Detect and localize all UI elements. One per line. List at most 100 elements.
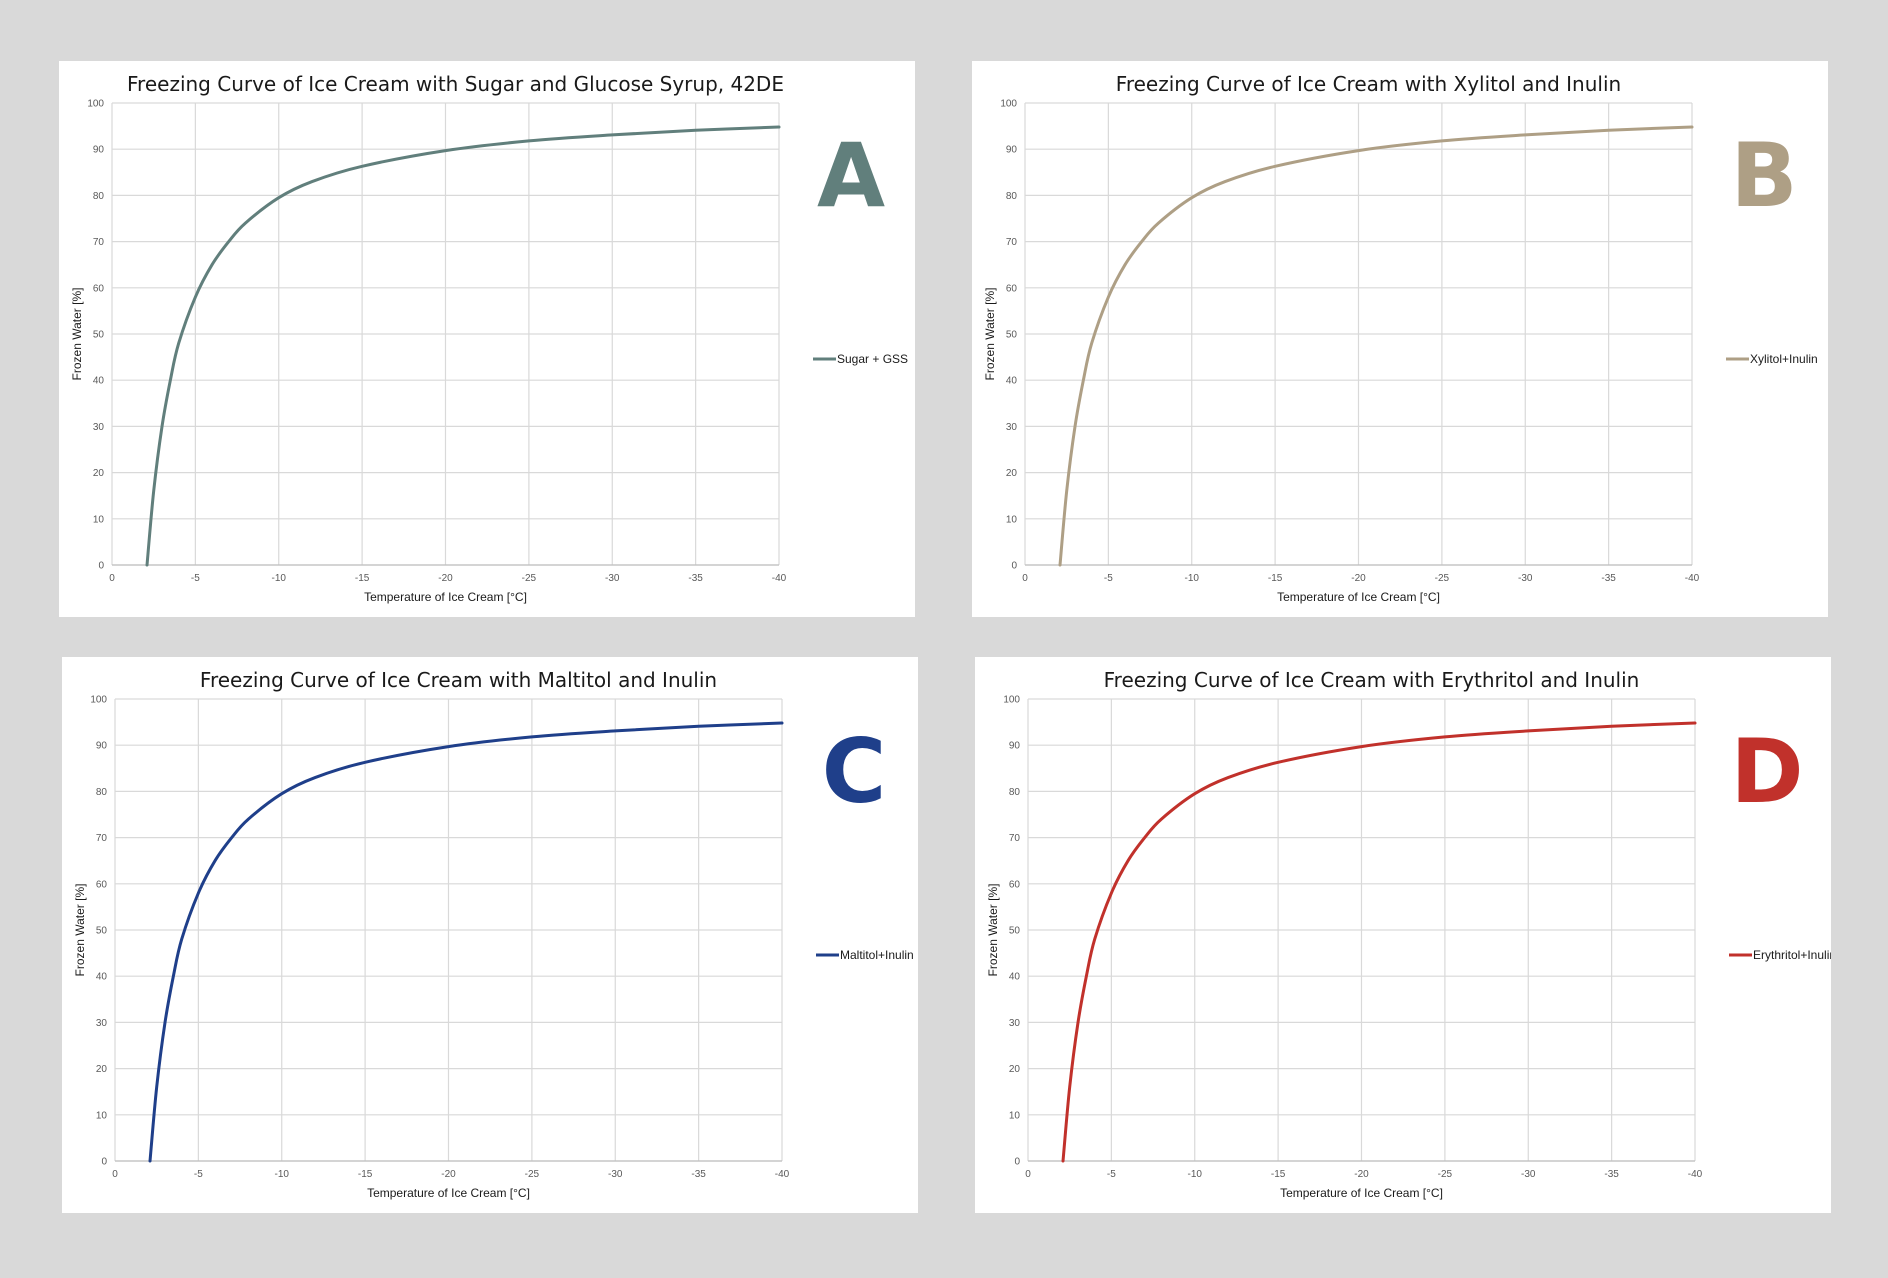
x-axis-label: Temperature of Ice Cream [°C]	[364, 590, 527, 604]
y-tick-label: 40	[1006, 376, 1018, 387]
x-tick-label: -20	[1354, 1169, 1369, 1180]
x-tick-label: -20	[438, 573, 453, 584]
series-line	[148, 721, 784, 1163]
series-line	[145, 125, 781, 567]
y-tick-label: 30	[96, 1018, 108, 1029]
y-tick-label: 80	[1006, 191, 1018, 202]
chart-title: Freezing Curve of Ice Cream with Maltito…	[200, 668, 717, 692]
x-tick-label: -10	[272, 573, 287, 584]
x-tick-label: -5	[1104, 573, 1113, 584]
legend: Erythritol+Inulin	[1729, 948, 1831, 962]
x-tick-label: -5	[191, 573, 200, 584]
y-tick-label: 0	[1011, 561, 1017, 572]
chart-svg: Freezing Curve of Ice Cream with Sugar a…	[70, 72, 908, 604]
x-tick-label: -40	[772, 573, 787, 584]
chart-panel-c: Freezing Curve of Ice Cream with Maltito…	[62, 657, 918, 1213]
y-tick-label: 100	[90, 695, 107, 706]
y-tick-label: 70	[1009, 833, 1021, 844]
y-tick-label: 80	[1009, 787, 1021, 798]
y-tick-label: 90	[96, 741, 108, 752]
y-tick-label: 100	[87, 99, 104, 110]
x-tick-label: -25	[522, 573, 537, 584]
grid	[1024, 102, 1693, 566]
y-tick-label: 10	[1009, 1110, 1021, 1121]
legend: Xylitol+Inulin	[1726, 352, 1818, 366]
y-tick-label: 50	[93, 330, 105, 341]
x-tick-label: 0	[112, 1169, 118, 1180]
grid	[114, 698, 783, 1162]
legend-label: Erythritol+Inulin	[1753, 948, 1831, 962]
y-tick-label: 40	[1009, 972, 1021, 983]
series-line	[1058, 125, 1694, 567]
x-tick-label: -40	[1685, 573, 1700, 584]
x-tick-label: -20	[441, 1169, 456, 1180]
chart-panel-b: Freezing Curve of Ice Cream with Xylitol…	[972, 61, 1828, 617]
y-axis-label: Frozen Water [%]	[986, 884, 1000, 977]
x-tick-label: 0	[1025, 1169, 1031, 1180]
y-tick-label: 10	[93, 514, 105, 525]
y-tick-label: 20	[1009, 1064, 1021, 1075]
x-tick-label: -35	[691, 1169, 706, 1180]
y-tick-label: 30	[1006, 422, 1018, 433]
x-axis-label: Temperature of Ice Cream [°C]	[367, 1186, 530, 1200]
y-tick-label: 100	[1003, 695, 1020, 706]
y-tick-label: 90	[93, 145, 105, 156]
y-tick-label: 70	[93, 237, 105, 248]
x-tick-label: -15	[1268, 573, 1283, 584]
x-axis-label: Temperature of Ice Cream [°C]	[1280, 1186, 1443, 1200]
x-tick-label: -25	[1435, 573, 1450, 584]
x-tick-label: -15	[355, 573, 370, 584]
y-tick-label: 0	[1014, 1157, 1020, 1168]
chart-svg: Freezing Curve of Ice Cream with Maltito…	[73, 668, 914, 1200]
x-tick-label: -15	[1271, 1169, 1286, 1180]
y-tick-label: 30	[1009, 1018, 1021, 1029]
y-tick-label: 10	[96, 1110, 108, 1121]
y-tick-label: 70	[96, 833, 108, 844]
grid	[111, 102, 780, 566]
x-tick-label: -30	[1521, 1169, 1536, 1180]
y-tick-label: 40	[96, 972, 108, 983]
y-tick-label: 100	[1000, 99, 1017, 110]
panel-letter: B	[1730, 124, 1797, 227]
x-tick-label: -20	[1351, 573, 1366, 584]
y-axis-label: Frozen Water [%]	[70, 288, 84, 381]
chart-title: Freezing Curve of Ice Cream with Xylitol…	[1116, 72, 1621, 96]
x-tick-label: -25	[525, 1169, 540, 1180]
chart-svg: Freezing Curve of Ice Cream with Xylitol…	[983, 72, 1818, 604]
legend: Maltitol+Inulin	[816, 948, 914, 962]
grid	[1027, 698, 1696, 1162]
x-axis-label: Temperature of Ice Cream [°C]	[1277, 590, 1440, 604]
x-tick-label: -30	[608, 1169, 623, 1180]
y-axis-label: Frozen Water [%]	[983, 288, 997, 381]
x-tick-label: -30	[1518, 573, 1533, 584]
x-tick-label: -10	[1188, 1169, 1203, 1180]
y-tick-label: 90	[1009, 741, 1021, 752]
legend-label: Maltitol+Inulin	[840, 948, 914, 962]
panel-letter: D	[1730, 720, 1803, 823]
y-axis-label: Frozen Water [%]	[73, 884, 87, 977]
y-tick-label: 60	[1006, 283, 1018, 294]
panel-letter: C	[822, 720, 887, 823]
x-tick-label: 0	[1022, 573, 1028, 584]
y-tick-label: 90	[1006, 145, 1018, 156]
y-tick-label: 60	[1009, 879, 1021, 890]
x-tick-label: -25	[1438, 1169, 1453, 1180]
legend: Sugar + GSS	[813, 352, 908, 366]
y-tick-label: 20	[93, 468, 105, 479]
x-tick-label: -35	[1601, 573, 1616, 584]
legend-label: Sugar + GSS	[837, 352, 908, 366]
x-tick-label: 0	[109, 573, 115, 584]
chart-svg: Freezing Curve of Ice Cream with Erythri…	[986, 668, 1831, 1200]
y-tick-label: 50	[96, 926, 108, 937]
y-tick-label: 40	[93, 376, 105, 387]
legend-label: Xylitol+Inulin	[1750, 352, 1818, 366]
y-tick-label: 20	[96, 1064, 108, 1075]
x-tick-label: -15	[358, 1169, 373, 1180]
y-tick-label: 20	[1006, 468, 1018, 479]
panel-letter: A	[817, 124, 885, 227]
y-tick-label: 60	[96, 879, 108, 890]
x-tick-label: -5	[1107, 1169, 1116, 1180]
y-tick-label: 10	[1006, 514, 1018, 525]
x-tick-label: -35	[1604, 1169, 1619, 1180]
y-tick-label: 80	[93, 191, 105, 202]
